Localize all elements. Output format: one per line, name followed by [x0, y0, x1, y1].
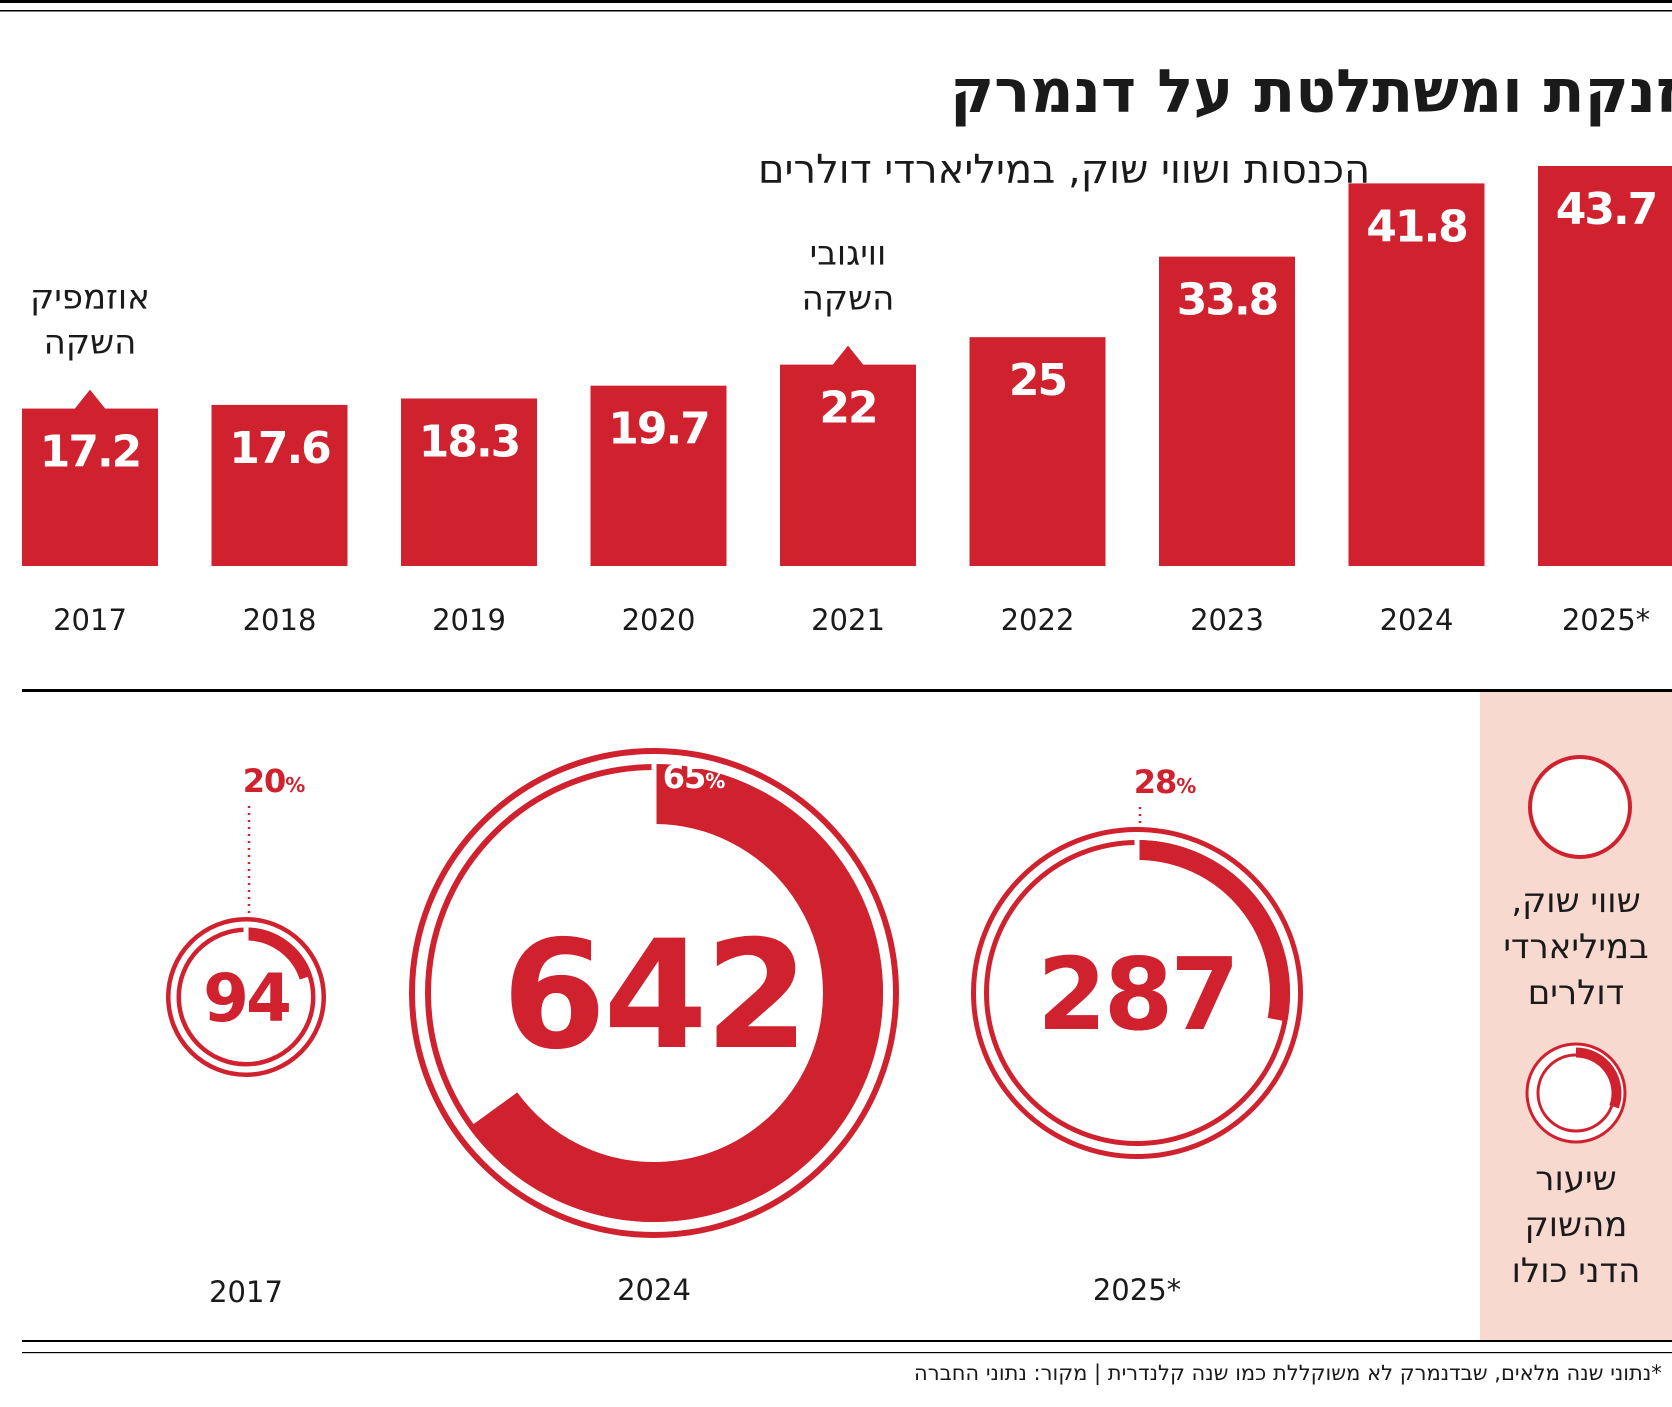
share-start-gap: [1134, 833, 1140, 861]
bar-2020: [590, 385, 727, 566]
annotation-label: אוזמפיק: [30, 278, 150, 318]
legend-share-icon: [1525, 1042, 1627, 1144]
annotation-label: השקה: [44, 323, 137, 363]
market-cap-circle: [971, 827, 1303, 1159]
bottom-rule-1: [22, 1340, 1672, 1342]
bar-2024: [1348, 183, 1485, 567]
bar-value-label: 18.3: [419, 416, 520, 467]
legend-share-label: הדני כולו: [1512, 1251, 1641, 1291]
share-start-gap: [651, 755, 657, 825]
legend-market-cap-label: דולרים: [1528, 973, 1625, 1013]
legend-market-cap-icon: [1528, 755, 1632, 859]
bar-value-label: 17.2: [40, 427, 141, 478]
share-arc: [245, 927, 313, 980]
bottom-rule-2: [22, 1352, 1672, 1354]
x-tick-label: 2024: [1380, 603, 1454, 637]
ring-year-label: 2017: [209, 1275, 283, 1309]
x-tick-label: 2022: [1001, 603, 1075, 637]
x-tick-label: 2020: [622, 603, 696, 637]
legend-share-arc: [1575, 1047, 1622, 1109]
ring-year-label: 2025*: [1093, 1273, 1181, 1307]
x-tick-label: 2019: [432, 603, 506, 637]
bar-value-label: 43.7: [1556, 184, 1657, 235]
x-tick-label: 2023: [1190, 603, 1264, 637]
ring-year-label: 2024: [617, 1273, 691, 1307]
bar-chart: 17.2 2017 17.6 2018 18.3 2019 19.7 2020 22 2021 25…: [22, 166, 1672, 637]
chart-title: נובו מזנקת ומשתלטת על דנמרק: [950, 57, 1672, 127]
bar-value-label: 33.8: [1177, 275, 1278, 326]
share-percent-label: 28%: [1134, 763, 1197, 801]
share-percent-label: 20%: [243, 762, 306, 800]
bar-2022: [969, 337, 1106, 566]
x-tick-label: 2018: [243, 603, 317, 637]
bar-2017: [22, 408, 158, 566]
bar-value-label: 22: [819, 383, 876, 434]
footnote: *נתוני שנה מלאים, שבדנמרק לא משוקללת כמו…: [914, 1361, 1662, 1386]
legend-share-label: מהשוק: [1525, 1205, 1628, 1245]
annotation-pointer: [74, 389, 106, 410]
legend-market-cap-label: שווי שוק,: [1511, 881, 1640, 921]
market-cap-circle: [409, 748, 899, 1238]
market-cap-value: 642: [502, 909, 806, 1083]
market-cap-circle: [166, 917, 326, 1077]
top-rule-thin: [0, 10, 1672, 12]
bar-value-label: 25: [1009, 355, 1066, 406]
share-percent-label: 65%: [663, 758, 726, 796]
x-tick-label: 2017: [53, 603, 127, 637]
ring-2024: 642 65% 2024: [409, 748, 899, 1307]
market-cap-value: 94: [203, 960, 289, 1037]
annotation-label: השקה: [802, 279, 895, 319]
section-divider: [22, 689, 1672, 692]
market-cap-rings: 94 20% 2017 642 65% 2024 287 28% 2025*: [166, 748, 1303, 1309]
annotation-pointer: [832, 345, 864, 366]
bar-2023: [1159, 256, 1295, 566]
market-cap-value: 287: [1037, 936, 1237, 1053]
legend-share-label: שיעור: [1535, 1159, 1616, 1199]
legend-market-cap-label: במיליארדי: [1503, 927, 1648, 967]
share-arc: [1136, 840, 1290, 1022]
ring-2025: 287 28% 2025*: [971, 763, 1303, 1307]
bar-value-label: 17.6: [229, 423, 330, 474]
bar-2019: [401, 398, 537, 566]
chart-subtitle: הכנסות ושווי שוק, במיליארדי דולרים: [758, 147, 1370, 193]
share-start-gap: [243, 922, 249, 942]
legend: שווי שוק, במיליארדי דולרים שיעור מהשוק הדני כ…: [1503, 755, 1649, 1291]
bar-value-label: 41.8: [1366, 201, 1467, 252]
bar-2018: [211, 404, 348, 566]
bar-value-label: 19.7: [608, 404, 709, 455]
annotation-label: וויגובי: [810, 234, 887, 274]
share-arc: [468, 764, 883, 1222]
bar-2025: [1538, 166, 1672, 566]
top-rule-thick: [0, 0, 1672, 3]
bar-2021: [780, 364, 916, 566]
x-tick-label: 2021: [811, 603, 885, 637]
ring-2017: 94 20% 2017: [166, 762, 326, 1309]
x-tick-label: 2025*: [1562, 603, 1650, 637]
